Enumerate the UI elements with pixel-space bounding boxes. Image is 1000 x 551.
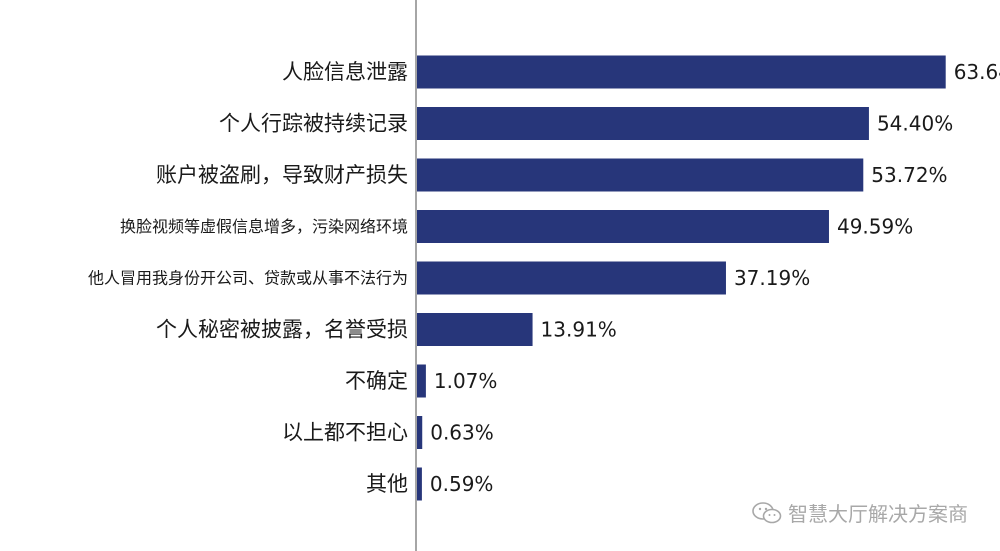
value-label: 0.63% bbox=[430, 421, 494, 445]
value-label: 1.07% bbox=[434, 369, 498, 393]
value-label: 53.72% bbox=[871, 163, 947, 187]
bar bbox=[417, 313, 533, 346]
category-labels-group: 人脸信息泄露个人行踪被持续记录账户被盗刷，导致财产损失换脸视频等虚假信息增多，污… bbox=[88, 60, 408, 496]
value-labels-group: 63.64% 54.40% 53.72% 49.59% 37.19% 13.91% 1.07… bbox=[430, 60, 1000, 496]
wechat-icon bbox=[752, 501, 782, 523]
bar bbox=[417, 55, 946, 89]
value-label: 13.91% bbox=[541, 318, 617, 342]
category-label: 以上都不担心 bbox=[282, 421, 408, 445]
value-label: 63.64% bbox=[954, 60, 1000, 84]
category-label: 人脸信息泄露 bbox=[282, 60, 408, 84]
watermark-text: 智慧大厅解决方案商 bbox=[788, 502, 968, 526]
category-label: 账户被盗刷，导致财产损失 bbox=[156, 163, 408, 187]
value-label: 49.59% bbox=[837, 215, 913, 239]
watermark: 智慧大厅解决方案商 bbox=[752, 498, 968, 527]
bars-group bbox=[417, 55, 946, 501]
category-label: 不确定 bbox=[345, 369, 408, 393]
bar bbox=[417, 467, 422, 501]
bar bbox=[417, 364, 426, 398]
category-label: 个人秘密被披露，名誉受损 bbox=[156, 318, 408, 342]
value-label: 0.59% bbox=[430, 472, 494, 496]
bar bbox=[417, 261, 726, 295]
bar bbox=[417, 416, 423, 449]
category-label: 换脸视频等虚假信息增多，污染网络环境 bbox=[120, 217, 408, 236]
value-label: 54.40% bbox=[877, 112, 953, 136]
bar bbox=[417, 158, 864, 192]
category-label: 他人冒用我身份开公司、贷款或从事不法行为 bbox=[88, 269, 408, 288]
bar bbox=[417, 210, 829, 243]
value-label: 37.19% bbox=[734, 266, 810, 290]
bar bbox=[417, 107, 869, 140]
category-label: 其他 bbox=[366, 472, 408, 496]
category-label: 个人行踪被持续记录 bbox=[219, 112, 408, 136]
